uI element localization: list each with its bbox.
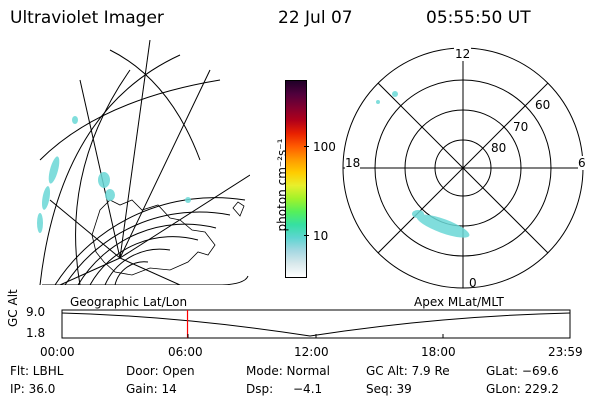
timeline-right-label: Apex MLat/MLT xyxy=(414,295,504,309)
timeline-y-title: GC Alt xyxy=(6,289,20,327)
mlt-label-0: 0 xyxy=(469,276,477,290)
map-bottom-edge xyxy=(42,275,249,285)
polar-map xyxy=(342,47,584,289)
page-title: Ultraviolet Imager xyxy=(10,8,164,28)
timeline-x-tick-1: 06:00 xyxy=(168,345,203,359)
colorbar-tick-10: 10 xyxy=(313,229,329,243)
dsp-label: Dsp: xyxy=(246,382,274,396)
colorbar xyxy=(285,80,307,278)
ip-field: IP: 36.0 xyxy=(10,382,56,396)
mode-field: Mode: Normal xyxy=(246,364,330,378)
timeline-x-tick-0: 00:00 xyxy=(40,345,75,359)
mlat-label-60: 60 xyxy=(535,98,551,112)
aurora-emission xyxy=(37,116,191,233)
colorbar-label: photon cm⁻²s⁻¹ xyxy=(275,138,289,232)
map-boundary-arc xyxy=(39,54,181,285)
date-label: 22 Jul 07 xyxy=(278,8,353,28)
timeline-x-tick-3: 18:00 xyxy=(421,345,456,359)
gain-field: Gain: 14 xyxy=(126,382,177,396)
timeline-plot xyxy=(61,309,571,339)
mlt-label-18: 18 xyxy=(345,156,361,170)
mlat-label-70: 70 xyxy=(513,120,529,134)
door-field: Door: Open xyxy=(126,364,195,378)
timeline-y-tick-bottom: 1.8 xyxy=(26,326,46,340)
dsp-value: −4.1 xyxy=(293,382,323,396)
geographic-map xyxy=(37,40,250,285)
altitude-curve xyxy=(61,312,571,337)
mlat-label-80: 80 xyxy=(491,141,507,155)
filter-field: Flt: LBHL xyxy=(10,364,64,378)
glon-field: GLon: 229.2 xyxy=(486,382,559,396)
seq-field: Seq: 39 xyxy=(366,382,412,396)
timeline-x-tick-4: 23:59 xyxy=(548,345,583,359)
mlt-label-12: 12 xyxy=(454,47,472,61)
glat-field: GLat: −69.6 xyxy=(486,364,559,378)
aurora-emission xyxy=(376,91,470,238)
coastline xyxy=(91,199,216,276)
mlt-label-6: 6 xyxy=(578,156,586,170)
timeline-y-tick-top: 9.0 xyxy=(26,305,46,319)
timeline-left-label: Geographic Lat/Lon xyxy=(70,295,188,309)
colorbar-tick-100: 100 xyxy=(313,140,336,154)
timeline-x-tick-2: 12:00 xyxy=(294,345,329,359)
gc-alt-field: GC Alt: 7.9 Re xyxy=(366,364,450,378)
time-label: 05:55:50 UT xyxy=(426,8,531,28)
